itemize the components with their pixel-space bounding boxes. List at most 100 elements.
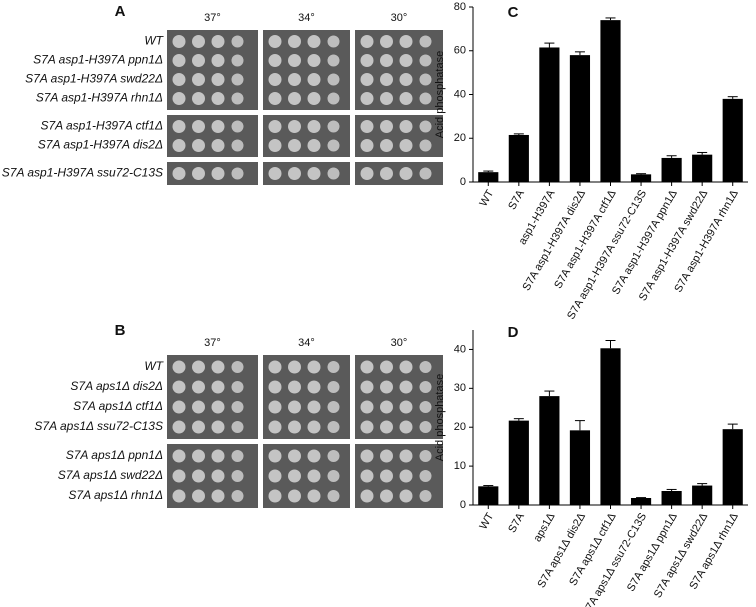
bar: [692, 485, 713, 505]
yeast-spot: [419, 92, 432, 105]
yeast-spot: [268, 360, 282, 374]
error-bar: [544, 42, 555, 48]
yeast-spot: [327, 450, 340, 462]
yeast-spot: [211, 400, 225, 414]
yeast-spot: [399, 420, 413, 434]
yeast-spot: [268, 380, 282, 394]
yeast-spot: [211, 489, 225, 503]
temperature-label: 37°: [204, 12, 221, 24]
yeast-spot: [211, 120, 225, 133]
yeast-spot: [399, 35, 413, 48]
yeast-spot: [172, 54, 186, 67]
yeast-spot: [307, 360, 321, 374]
yeast-spot: [327, 92, 340, 105]
yeast-spot: [327, 54, 340, 67]
yeast-spot: [399, 120, 413, 133]
yeast-spot: [231, 92, 244, 105]
yeast-spot: [172, 449, 186, 463]
yeast-spot: [327, 73, 340, 86]
yeast-spot: [360, 54, 374, 67]
yeast-spot: [231, 120, 244, 133]
yeast-spot: [399, 54, 413, 67]
yeast-spot: [380, 420, 393, 434]
yeast-spot: [288, 120, 301, 133]
strain-label: S7A asp1-H397A ctf1Δ: [40, 119, 163, 133]
yeast-spot: [419, 490, 432, 502]
yeast-spot: [419, 421, 432, 433]
x-tick-label: WT: [477, 511, 496, 532]
strain-label: S7A aps1Δ ppn1Δ: [66, 448, 163, 462]
yeast-spot: [231, 421, 244, 433]
yeast-spot: [399, 380, 413, 394]
x-tick-label: WT: [477, 188, 496, 209]
y-tick-label: 10: [454, 460, 466, 472]
yeast-spot: [172, 489, 186, 503]
temperature-label: 30°: [391, 12, 408, 24]
yeast-spot: [231, 167, 244, 180]
yeast-spot: [419, 120, 432, 133]
error-bar: [697, 483, 708, 486]
panel-letter: C: [508, 4, 519, 21]
yeast-spot: [419, 470, 432, 482]
yeast-spot: [360, 120, 374, 133]
yeast-spot: [327, 490, 340, 502]
yeast-spot: [307, 380, 321, 394]
yeast-spot: [211, 167, 225, 180]
bar: [539, 47, 560, 182]
error-bar: [605, 340, 616, 349]
yeast-spot: [192, 400, 205, 414]
error-bar: [636, 173, 647, 175]
yeast-spot: [327, 381, 340, 393]
x-tick-label: S7A: [506, 510, 527, 535]
yeast-spot: [192, 449, 205, 463]
error-bar: [513, 418, 524, 421]
yeast-spot: [192, 469, 205, 483]
yeast-spot: [192, 92, 205, 105]
yeast-spot: [288, 35, 301, 48]
strain-label: S7A asp1-H397A ppn1Δ: [33, 53, 163, 67]
yeast-spot: [360, 360, 374, 374]
yeast-spot: [380, 400, 393, 414]
yeast-spot: [360, 380, 374, 394]
yeast-spot: [307, 92, 321, 105]
temperature-label: 37°: [204, 337, 221, 349]
bar: [539, 396, 560, 505]
strain-label: S7A aps1Δ ctf1Δ: [73, 399, 163, 413]
yeast-spot: [211, 380, 225, 394]
panel-letter: B: [115, 322, 126, 339]
yeast-spot: [307, 139, 321, 152]
yeast-spot: [288, 139, 301, 152]
yeast-spot: [192, 420, 205, 434]
yeast-spot: [307, 167, 321, 180]
yeast-spot: [307, 73, 321, 86]
y-axis-label: Acid phosphatase: [434, 51, 446, 138]
yeast-spot: [211, 360, 225, 374]
strain-label: S7A aps1Δ dis2Δ: [70, 379, 163, 393]
yeast-spot: [192, 120, 205, 133]
yeast-spot: [327, 361, 340, 373]
bar: [569, 430, 591, 505]
y-tick-label: 20: [454, 132, 466, 144]
bar: [600, 20, 621, 182]
bar: [508, 420, 529, 505]
yeast-spot: [360, 139, 374, 152]
yeast-spot: [307, 420, 321, 434]
error-bar: [605, 17, 616, 21]
yeast-spot: [231, 470, 244, 482]
y-tick-label: 40: [454, 343, 466, 355]
yeast-spot: [268, 420, 282, 434]
yeast-spot: [192, 360, 205, 374]
yeast-spot: [231, 381, 244, 393]
yeast-spot: [268, 92, 282, 105]
bar: [692, 154, 713, 182]
yeast-spot: [307, 120, 321, 133]
yeast-spot: [399, 360, 413, 374]
yeast-spot: [172, 380, 186, 394]
yeast-spot: [327, 421, 340, 433]
yeast-spot: [288, 400, 301, 414]
yeast-spot: [211, 469, 225, 483]
yeast-spot: [399, 139, 413, 152]
yeast-spot: [360, 92, 374, 105]
bar: [661, 491, 682, 505]
